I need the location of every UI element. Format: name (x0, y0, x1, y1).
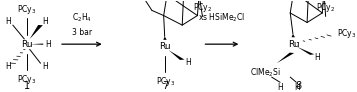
Text: H: H (5, 62, 11, 71)
Text: PCy$_3$: PCy$_3$ (17, 73, 37, 86)
Text: 3 bar: 3 bar (72, 28, 92, 37)
Polygon shape (292, 34, 295, 37)
Polygon shape (30, 25, 43, 39)
Text: PCy$_2$: PCy$_2$ (193, 1, 212, 14)
Polygon shape (30, 44, 43, 45)
Text: H: H (5, 17, 11, 26)
Text: H: H (315, 53, 320, 62)
Text: xs HSiMe$_2$Cl: xs HSiMe$_2$Cl (198, 12, 246, 24)
Polygon shape (169, 50, 185, 60)
Text: H: H (294, 83, 300, 92)
Text: 1: 1 (24, 81, 30, 91)
Text: 7: 7 (162, 81, 169, 91)
Text: H: H (185, 58, 191, 67)
Text: C$_2$H$_4$: C$_2$H$_4$ (72, 12, 92, 24)
Text: Ru: Ru (21, 40, 33, 49)
Text: PCy$_3$: PCy$_3$ (156, 75, 175, 88)
Text: H: H (42, 62, 48, 71)
Text: ClMe$_2$Si: ClMe$_2$Si (250, 67, 280, 79)
Text: PCy$_2$: PCy$_2$ (316, 1, 335, 14)
Text: H: H (45, 40, 51, 49)
Text: PCy$_3$: PCy$_3$ (337, 27, 357, 40)
Polygon shape (164, 36, 167, 40)
Text: 8: 8 (296, 81, 302, 91)
Text: H: H (277, 83, 283, 92)
Text: PCy$_3$: PCy$_3$ (17, 3, 37, 16)
Polygon shape (297, 47, 314, 55)
Text: Ru: Ru (288, 40, 300, 49)
Polygon shape (277, 53, 294, 63)
Text: Ru: Ru (160, 42, 171, 51)
Text: H: H (42, 17, 48, 26)
